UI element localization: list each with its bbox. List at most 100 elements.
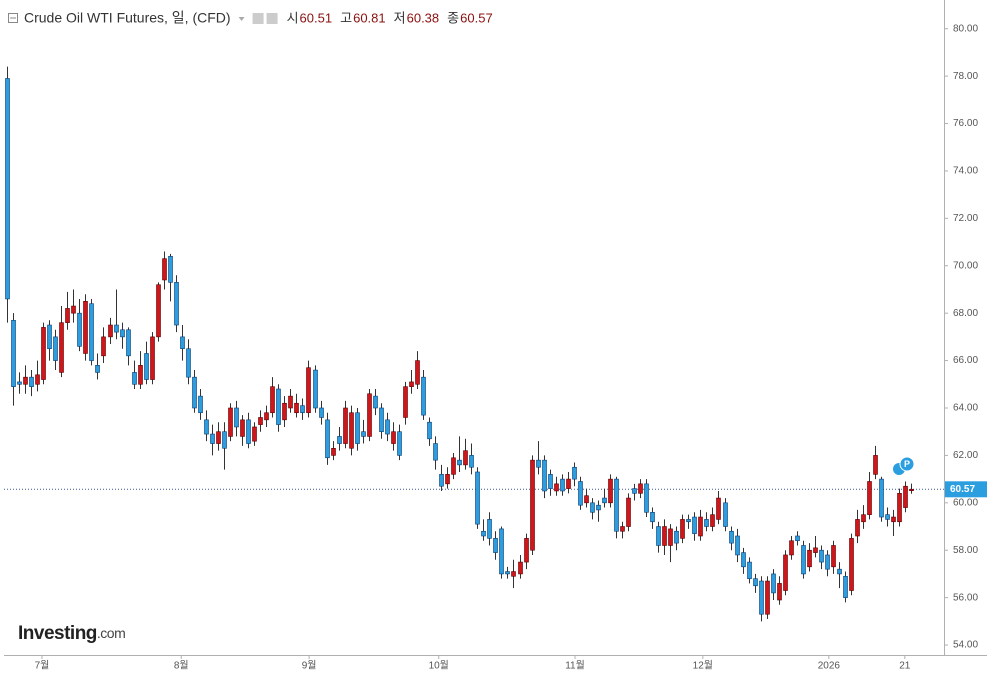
candle-body: [240, 419, 245, 437]
candle-body: [650, 511, 655, 523]
candle-body: [463, 450, 468, 466]
candle-body: [451, 457, 456, 475]
y-tick-label: 74.00: [953, 166, 978, 177]
candle-body: [300, 405, 305, 414]
candle-body: [747, 561, 752, 579]
ohlc-header: 시 60.51 고 60.81 저 60.38 종 60.57: [238, 10, 493, 25]
candle-body: [566, 478, 571, 489]
candle-body: [704, 519, 709, 527]
candle-body: [210, 433, 215, 444]
candle-body: [608, 478, 613, 504]
y-tick-label: 78.00: [953, 71, 978, 82]
candle-body: [789, 540, 794, 556]
candle-body: [897, 493, 902, 523]
current-price-box: [945, 481, 987, 498]
candle-body: [415, 360, 420, 385]
candle-body: [614, 478, 619, 532]
candle-body: [536, 459, 541, 468]
candle-body: [861, 514, 866, 523]
candle-body: [421, 376, 426, 416]
candle-body: [138, 365, 143, 385]
candle-body: [180, 336, 185, 350]
candle-body: [306, 367, 311, 414]
candle-body: [89, 303, 94, 361]
settings-icon[interactable]: [252, 13, 264, 24]
candle-body: [101, 336, 106, 357]
candle-body: [909, 488, 914, 492]
candle-body: [620, 526, 625, 532]
y-tick-label: 60.00: [953, 497, 978, 508]
candle-body: [855, 519, 860, 537]
candle-body: [511, 571, 516, 577]
candle-body: [246, 419, 251, 444]
x-tick-label: 21: [899, 661, 911, 672]
candle-body: [282, 402, 287, 421]
candle-body: [120, 329, 125, 338]
y-tick-label: 58.00: [953, 545, 978, 556]
ohlc-label: 종: [447, 10, 459, 25]
candle-body: [373, 395, 378, 409]
candle-body: [108, 324, 113, 338]
candle-body: [735, 535, 740, 556]
candle-body: [361, 431, 366, 437]
candle-body: [41, 327, 46, 380]
x-tick-label: 2026: [818, 661, 841, 672]
candle-body: [234, 407, 239, 428]
candle-body: [35, 374, 40, 385]
candle-body: [379, 407, 384, 432]
candle-body: [548, 474, 553, 489]
candle-body: [47, 324, 52, 350]
candle-body: [716, 497, 721, 520]
candle-body: [837, 568, 842, 575]
y-tick-label: 68.00: [953, 308, 978, 319]
candle-body: [294, 402, 299, 414]
candle-body: [668, 528, 673, 546]
candle-body: [680, 519, 685, 539]
event-icon[interactable]: [899, 456, 915, 472]
candle-body: [83, 301, 88, 354]
ohlc-value: 60.81: [353, 10, 386, 25]
candle-body: [29, 376, 34, 387]
event-label: P: [904, 459, 910, 469]
candle-body: [686, 519, 691, 523]
candle-body: [222, 431, 227, 449]
x-tick-label: 8월: [174, 660, 189, 672]
candle-body: [457, 459, 462, 466]
logo: Investing.com: [18, 623, 125, 644]
candle-body: [17, 381, 22, 385]
y-tick-label: 64.00: [953, 403, 978, 414]
candle-body: [867, 481, 872, 515]
candle-body: [903, 485, 908, 508]
candle-body: [391, 431, 396, 444]
settings-icon[interactable]: [266, 13, 278, 24]
logo-suffix: .com: [97, 625, 125, 641]
candle-body: [729, 530, 734, 544]
collapse-icon[interactable]: [8, 13, 18, 23]
ohlc-label: 시: [287, 10, 299, 25]
candle-body: [162, 258, 167, 281]
candle-body: [276, 388, 281, 425]
candle-body: [216, 431, 221, 444]
candle-body: [626, 497, 631, 527]
candle-body: [319, 407, 324, 418]
candle-body: [524, 538, 529, 563]
candle-body: [325, 419, 330, 459]
candle-body: [530, 459, 535, 551]
candle-body: [469, 455, 474, 468]
x-tick-label: 11월: [565, 660, 585, 672]
candle-body: [71, 305, 76, 314]
candle-body: [554, 483, 559, 492]
candle-body: [487, 519, 492, 539]
candle-body: [192, 376, 197, 409]
candle-body: [409, 381, 414, 387]
candle-body: [264, 412, 269, 421]
candle-body: [204, 419, 209, 435]
candle-body: [59, 322, 64, 373]
candle-body: [759, 580, 764, 615]
candle-body: [331, 447, 336, 456]
candle-body: [560, 478, 565, 492]
candle-body: [602, 497, 607, 504]
candle-body: [343, 407, 348, 444]
candle-body: [385, 419, 390, 435]
candle-body: [355, 412, 360, 444]
